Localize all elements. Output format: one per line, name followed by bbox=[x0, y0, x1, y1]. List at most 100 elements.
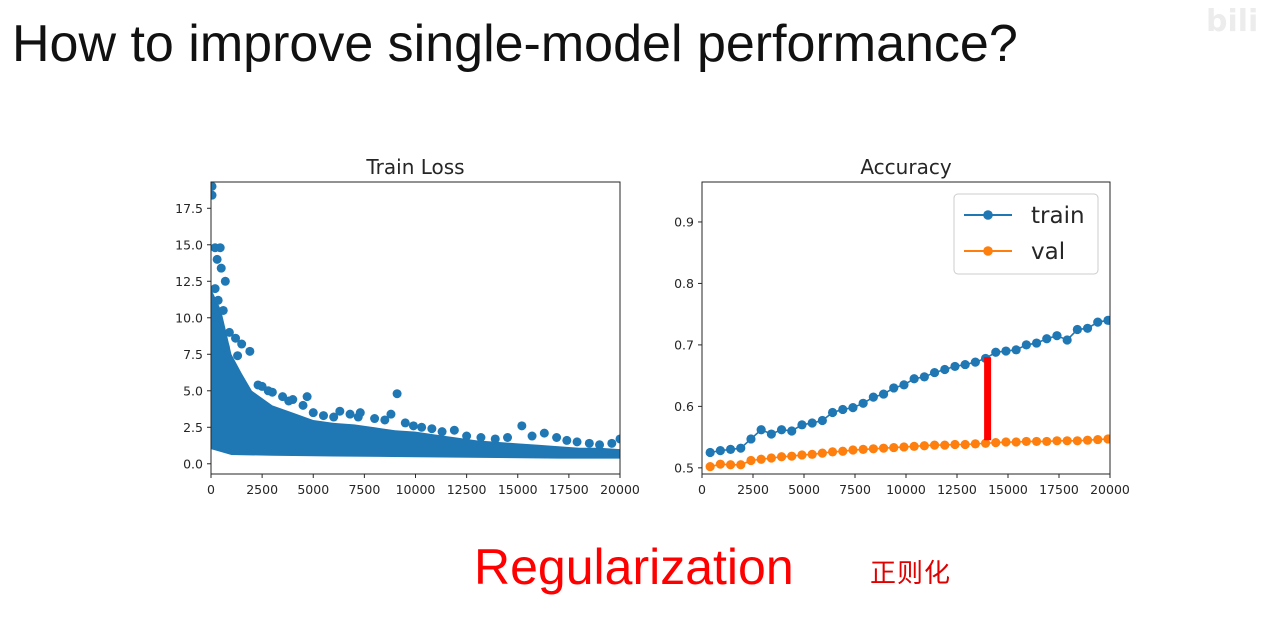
scatter-dense-band bbox=[211, 288, 620, 459]
scatter-point bbox=[355, 408, 365, 418]
scatter-point bbox=[231, 333, 241, 343]
scatter-point bbox=[216, 263, 226, 273]
scatter-point bbox=[213, 295, 223, 305]
series-point-train bbox=[797, 420, 807, 430]
y-tick-label: 0.8 bbox=[674, 276, 694, 291]
series-point-val bbox=[1103, 434, 1110, 444]
scatter-point bbox=[370, 414, 380, 424]
series-point-train bbox=[1072, 324, 1082, 335]
series-point-train bbox=[1042, 334, 1052, 344]
series-point-val bbox=[766, 453, 776, 463]
series-point-train bbox=[889, 383, 899, 393]
plot-frame bbox=[210, 181, 621, 475]
series-point-train bbox=[848, 403, 858, 413]
scatter-point bbox=[503, 433, 513, 442]
chart-accuracy: Accuracy 0 2500 5000 7500 10000 12500 15000 1750… bbox=[674, 155, 1130, 497]
series-point-val bbox=[991, 438, 1001, 448]
scatter-point bbox=[211, 320, 221, 330]
series-line-val bbox=[709, 438, 1109, 468]
series-point-val bbox=[868, 444, 878, 454]
scatter-point bbox=[607, 438, 617, 448]
series-point-train bbox=[858, 398, 868, 408]
x-tick-label: 12500 bbox=[937, 482, 977, 497]
scatter-point bbox=[212, 254, 222, 264]
scatter-point bbox=[302, 392, 312, 402]
series-point-train bbox=[1021, 340, 1031, 350]
y-tick-label: 0.5 bbox=[674, 460, 694, 475]
series-point-val bbox=[1062, 436, 1072, 446]
x-tick-label: 2500 bbox=[246, 482, 278, 497]
series-point-val bbox=[797, 450, 807, 460]
series-point-train bbox=[1011, 345, 1021, 355]
scatter-point bbox=[437, 427, 447, 437]
scatter-point bbox=[476, 433, 486, 442]
chart-title: Accuracy bbox=[860, 155, 951, 179]
scatter-point bbox=[211, 304, 218, 314]
series-point-train bbox=[766, 429, 776, 439]
y-tick-label: 15.0 bbox=[175, 237, 203, 252]
scatter-point bbox=[237, 339, 247, 349]
y-tick-label: 0.7 bbox=[674, 337, 694, 352]
y-tick-label: 5.0 bbox=[183, 383, 203, 398]
series-point-val bbox=[858, 444, 868, 455]
scatter-point bbox=[263, 386, 273, 396]
x-tick-label: 12500 bbox=[447, 482, 487, 497]
scatter-point bbox=[318, 411, 328, 421]
x-tick-label: 20000 bbox=[1090, 482, 1130, 497]
scatter-point bbox=[211, 284, 220, 294]
series-point-train bbox=[776, 425, 787, 435]
scatter-point bbox=[572, 437, 582, 447]
scatter-point bbox=[427, 424, 437, 434]
series-point-train bbox=[950, 361, 960, 372]
series-point-train bbox=[817, 415, 827, 426]
scatter-point bbox=[308, 408, 318, 418]
y-tick-label: 0.9 bbox=[674, 214, 694, 229]
regularization-label: Regularization bbox=[474, 539, 794, 595]
series-point-val bbox=[940, 440, 950, 450]
scatter-point bbox=[284, 396, 294, 406]
series-point-val bbox=[980, 438, 991, 448]
series-point-train bbox=[1001, 346, 1011, 356]
series-point-val bbox=[838, 446, 848, 456]
series-point-train bbox=[827, 407, 838, 418]
series-point-train bbox=[1103, 315, 1110, 325]
gap-annotation-bar bbox=[984, 357, 992, 441]
series-point-train bbox=[715, 446, 725, 456]
x-tick-label: 17500 bbox=[1039, 482, 1079, 497]
scatter-point bbox=[408, 421, 418, 431]
x-tick-label: 10000 bbox=[396, 482, 436, 497]
series-point-val bbox=[1001, 437, 1011, 447]
x-tick-label: 0 bbox=[698, 482, 706, 497]
series-point-val bbox=[827, 447, 838, 457]
scatter-point bbox=[527, 431, 537, 441]
scatter-point bbox=[218, 305, 228, 315]
scatter-point bbox=[380, 415, 390, 425]
y-tick-label: 12.5 bbox=[175, 274, 203, 289]
series-point-val bbox=[776, 452, 787, 462]
y-tick-label: 10.0 bbox=[175, 310, 203, 325]
scatter-point bbox=[417, 422, 427, 432]
scatter-point bbox=[298, 400, 308, 410]
series-point-train bbox=[878, 389, 889, 399]
chart-title: Train Loss bbox=[365, 155, 464, 179]
scatter-point bbox=[400, 418, 410, 428]
series-point-train bbox=[746, 434, 756, 444]
series-point-train bbox=[899, 380, 909, 390]
series-point-train bbox=[960, 359, 970, 370]
legend: train val bbox=[953, 193, 1099, 275]
legend-swatch-marker bbox=[983, 210, 993, 220]
series-point-val bbox=[878, 443, 889, 453]
plot-area bbox=[705, 315, 1110, 472]
series-point-train bbox=[991, 347, 1001, 357]
series-point-train bbox=[838, 404, 848, 415]
x-tick-label: 20000 bbox=[600, 482, 640, 497]
scatter-point bbox=[517, 421, 527, 431]
series-point-train bbox=[736, 443, 746, 453]
slide-title: How to improve single-model performance? bbox=[12, 15, 1018, 73]
y-tick-label: 0.0 bbox=[183, 456, 203, 471]
series-point-train bbox=[807, 418, 817, 428]
series-point-train bbox=[929, 367, 940, 378]
y-tick-label: 17.5 bbox=[175, 201, 203, 216]
series-point-val bbox=[725, 460, 736, 470]
x-tick-label: 15000 bbox=[498, 482, 538, 497]
